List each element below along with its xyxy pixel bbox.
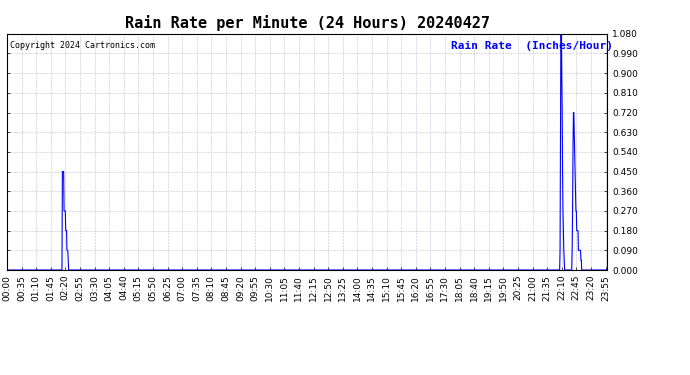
Title: Rain Rate per Minute (24 Hours) 20240427: Rain Rate per Minute (24 Hours) 20240427 <box>125 15 489 31</box>
Text: Rain Rate  (Inches/Hour): Rain Rate (Inches/Hour) <box>451 41 613 51</box>
Text: Copyright 2024 Cartronics.com: Copyright 2024 Cartronics.com <box>10 41 155 50</box>
